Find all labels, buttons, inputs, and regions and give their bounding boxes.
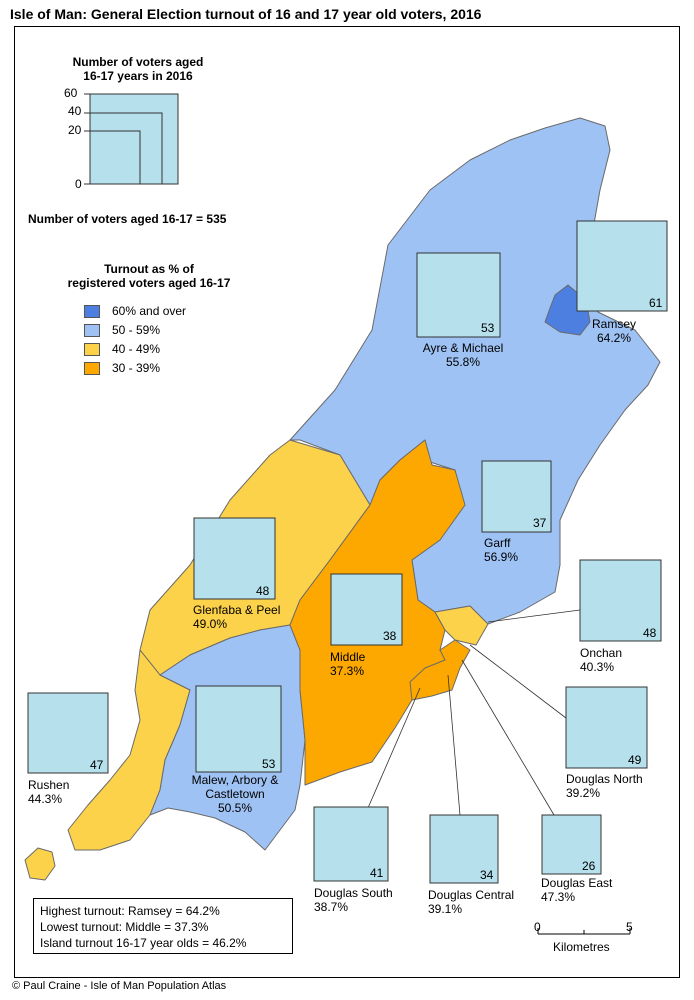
- turnout-legend-heading-line1: Turnout as % of: [104, 262, 194, 276]
- label-ramsey: Ramsey 64.2%: [584, 317, 644, 345]
- legend-label: 60% and over: [112, 304, 187, 318]
- size-legend-heading-line1: Number of voters aged: [72, 55, 204, 69]
- turnout-douglas-north: 39.2%: [566, 786, 601, 800]
- name-glenfaba-peel: Glenfaba & Peel: [193, 603, 281, 617]
- name-malew-line1: Malew, Arbory &: [191, 773, 279, 787]
- name-middle: Middle: [330, 650, 366, 664]
- square-middle: [330, 573, 403, 646]
- name-douglas-south: Douglas South: [314, 886, 393, 900]
- voters-ayre-michael: 53: [481, 321, 495, 335]
- region-onchan: [434, 605, 489, 646]
- label-rushen: Rushen 44.3%: [28, 778, 69, 806]
- turnout-ramsey: 64.2%: [596, 331, 632, 345]
- label-douglas-north: Douglas North 39.2%: [566, 772, 643, 800]
- name-garff: Garff: [484, 536, 511, 550]
- size-legend-heading-line2: 16-17 years in 2016: [83, 69, 193, 83]
- square-ramsey: [576, 220, 668, 312]
- size-legend-tick-60: 60: [64, 86, 78, 100]
- square-glenfaba-peel: [193, 517, 276, 600]
- name-rushen: Rushen: [28, 778, 70, 792]
- legend-swatch: [84, 362, 100, 375]
- turnout-rushen: 44.3%: [28, 792, 63, 806]
- square-douglas-south: [313, 806, 389, 882]
- turnout-legend-heading-line2: registered voters aged 16-17: [67, 276, 231, 290]
- square-malew-arbory-castletown: [195, 685, 282, 773]
- turnout-malew: 50.5%: [217, 801, 253, 815]
- label-middle: Middle 37.3%: [330, 650, 365, 678]
- label-ayre-michael: Ayre & Michael 55.8%: [406, 341, 520, 369]
- name-onchan: Onchan: [580, 646, 623, 660]
- region-calf-of-man: [24, 847, 56, 881]
- label-douglas-central: Douglas Central 39.1%: [428, 888, 514, 916]
- legend-label: 40 - 49%: [112, 342, 161, 356]
- size-legend-tick-0: 0: [75, 177, 82, 191]
- square-douglas-east: [541, 814, 602, 875]
- voters-douglas-south: 41: [370, 866, 384, 880]
- turnout-legend-heading: Turnout as % of registered voters aged 1…: [34, 262, 264, 290]
- square-ayre-michael: [416, 252, 501, 338]
- label-malew-arbory-castletown: Malew, Arbory & Castletown 50.5%: [170, 773, 300, 815]
- square-douglas-central: [429, 814, 499, 884]
- legend-swatch: [84, 343, 100, 356]
- label-douglas-south: Douglas South 38.7%: [314, 886, 393, 914]
- scale-start-label: 0: [534, 920, 541, 934]
- voters-onchan: 48: [643, 626, 657, 640]
- square-garff: [481, 460, 552, 533]
- voters-rushen: 47: [90, 758, 104, 772]
- summary-lowest: Lowest turnout: Middle = 37.3%: [40, 920, 209, 934]
- name-ayre-michael: Ayre & Michael: [422, 341, 504, 355]
- voters-glenfaba-peel: 48: [256, 584, 270, 598]
- legend-label: 30 - 39%: [112, 361, 161, 375]
- square-rushen: [27, 692, 109, 774]
- square-douglas-north: [565, 686, 648, 769]
- turnout-douglas-south: 38.7%: [314, 900, 349, 914]
- voters-douglas-central: 34: [480, 868, 494, 882]
- label-douglas-east: Douglas East 47.3%: [541, 876, 612, 904]
- size-legend-tick-20: 20: [68, 123, 82, 137]
- name-douglas-north: Douglas North: [566, 772, 643, 786]
- scale-end-label: 5: [626, 920, 633, 934]
- voters-malew: 53: [262, 757, 276, 771]
- total-voters-text: Number of voters aged 16-17 = 535: [28, 212, 227, 226]
- turnout-garff: 56.9%: [484, 550, 519, 564]
- legend-swatch: [84, 324, 100, 337]
- size-legend-tick-40: 40: [68, 104, 82, 118]
- voters-ramsey: 61: [649, 296, 663, 310]
- region-douglas: [409, 639, 471, 701]
- turnout-douglas-east: 47.3%: [541, 890, 576, 904]
- turnout-middle: 37.3%: [330, 664, 365, 678]
- voters-douglas-north: 49: [628, 753, 642, 767]
- summary-box: Highest turnout: Ramsey = 64.2% Lowest t…: [33, 898, 293, 954]
- map-frame: [14, 26, 680, 978]
- map-title: Isle of Man: General Election turnout of…: [10, 6, 482, 22]
- summary-highest: Highest turnout: Ramsey = 64.2%: [40, 904, 220, 918]
- copyright-notice: © Paul Craine - Isle of Man Population A…: [12, 980, 227, 992]
- name-malew-line2: Castletown: [205, 787, 265, 801]
- legend-label: 50 - 59%: [112, 323, 161, 337]
- turnout-ayre-michael: 55.8%: [445, 355, 481, 369]
- summary-island: Island turnout 16-17 year olds = 46.2%: [40, 936, 247, 950]
- voters-garff: 37: [533, 516, 547, 530]
- size-legend-heading: Number of voters aged 16-17 years in 201…: [48, 55, 228, 83]
- square-onchan: [579, 559, 662, 642]
- label-glenfaba-peel: Glenfaba & Peel 49.0%: [193, 603, 280, 631]
- turnout-onchan: 40.3%: [580, 660, 615, 674]
- legend-swatch: [84, 305, 100, 318]
- name-douglas-east: Douglas East: [541, 876, 613, 890]
- voters-middle: 38: [383, 629, 397, 643]
- size-legend-square-20: [89, 130, 141, 185]
- label-garff: Garff 56.9%: [484, 536, 518, 564]
- name-ramsey: Ramsey: [591, 317, 636, 331]
- voters-douglas-east: 26: [582, 859, 596, 873]
- scale-unit-label: Kilometres: [553, 940, 610, 954]
- turnout-douglas-central: 39.1%: [428, 902, 463, 916]
- turnout-glenfaba-peel: 49.0%: [193, 617, 228, 631]
- label-onchan: Onchan 40.3%: [580, 646, 622, 674]
- name-douglas-central: Douglas Central: [428, 888, 515, 902]
